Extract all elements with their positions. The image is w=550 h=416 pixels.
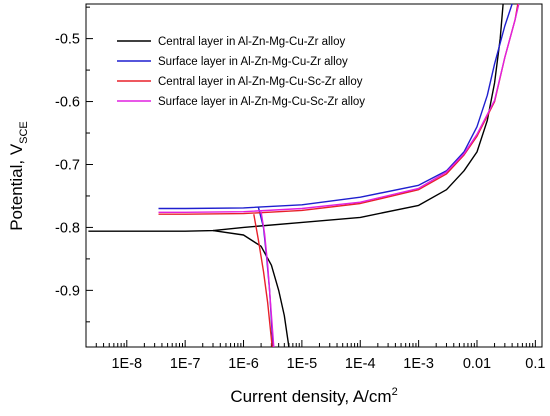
series-1-anodic-line xyxy=(88,3,504,232)
y-axis-title: Potential, VSCE xyxy=(7,121,30,231)
series-3-cathodic-line xyxy=(253,214,273,348)
plot-frame xyxy=(85,3,543,348)
x-tick-label: 0.01 xyxy=(463,356,491,372)
legend-label-3: Central layer in Al-Zn-Mg-Cu-Sc-Zr alloy xyxy=(158,76,363,88)
y-tick-label: -0.6 xyxy=(55,95,80,111)
x-tick-label: 1E-8 xyxy=(111,356,142,372)
y-tick-label: -0.8 xyxy=(55,220,80,236)
series-layer xyxy=(88,3,520,348)
legend-label-2: Surface layer in Al-Zn-Mg-Cu-Zr alloy xyxy=(158,56,348,68)
x-tick-label: 1E-3 xyxy=(403,356,434,372)
y-tick-label: -0.5 xyxy=(55,32,80,48)
x-tick-label: 1E-6 xyxy=(228,356,259,372)
y-axis-ticks: -0.5 -0.6 -0.7 -0.8 -0.9 xyxy=(55,6,93,323)
series-4-cathodic-line xyxy=(260,211,275,348)
x-axis-ticks: 1E-8 1E-7 1E-6 1E-5 1E-4 1E-3 0.01 0.1 xyxy=(95,340,545,372)
y-tick-label: -0.9 xyxy=(55,283,80,299)
legend-label-4: Surface layer in Al-Zn-Mg-Cu-Sc-Zr alloy xyxy=(158,96,365,108)
series-4-anodic-line xyxy=(158,3,520,214)
x-tick-label: 0.1 xyxy=(525,356,545,372)
x-tick-label: 1E-7 xyxy=(170,356,201,372)
x-tick-label: 1E-5 xyxy=(287,356,318,372)
series-2-cathodic-line xyxy=(257,207,274,348)
legend: Central layer in Al-Zn-Mg-Cu-Zr alloy Sur… xyxy=(117,36,365,108)
x-tick-label: 1E-4 xyxy=(345,356,376,372)
legend-label-1: Central layer in Al-Zn-Mg-Cu-Zr alloy xyxy=(158,36,345,48)
y-tick-label: -0.7 xyxy=(55,157,80,173)
series-1-cathodic-line xyxy=(212,229,290,348)
series-2-anodic-line xyxy=(158,3,513,210)
x-axis-title: Current density, A/cm2 xyxy=(230,386,397,406)
